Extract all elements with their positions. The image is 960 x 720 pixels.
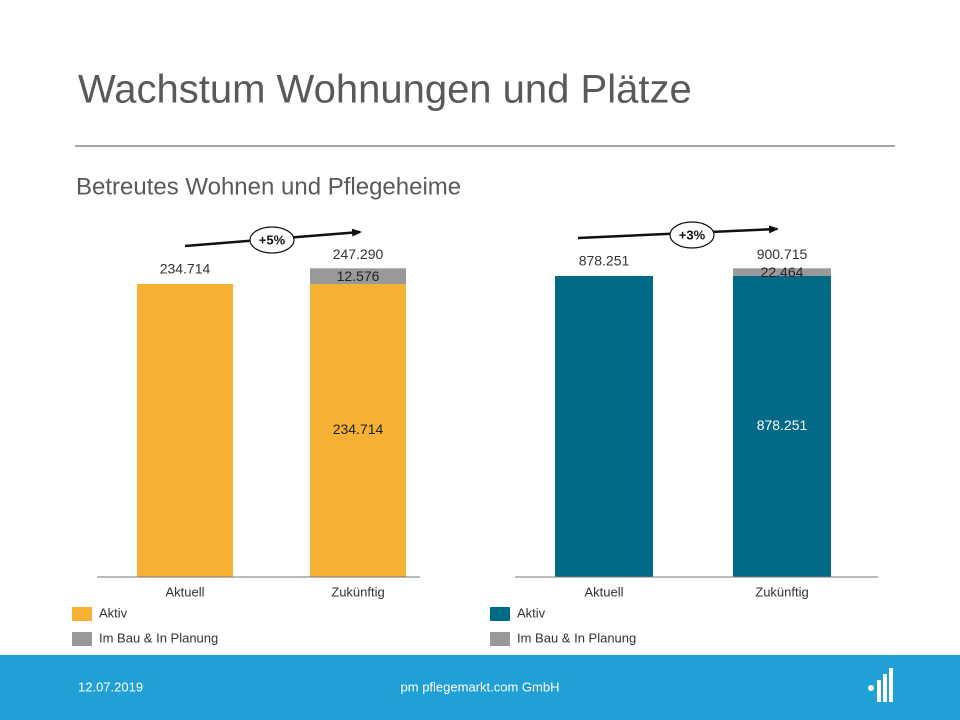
- legend-label: Aktiv: [517, 605, 546, 620]
- bar-segment: [310, 268, 406, 285]
- legend-swatch: [72, 607, 92, 621]
- value-label: 234.714: [160, 261, 211, 277]
- legend-swatch: [490, 607, 510, 621]
- value-label: 878.251: [757, 417, 808, 433]
- growth-label: +3%: [679, 227, 706, 242]
- growth-label: +5%: [259, 232, 286, 247]
- logo: [868, 668, 893, 702]
- total-label: 900.715: [757, 246, 808, 262]
- x-tick-label: Aktuell: [584, 584, 623, 599]
- legend-swatch: [490, 632, 510, 646]
- bar-segment: [733, 275, 831, 577]
- legend-swatch: [72, 632, 92, 646]
- growth-badge: [669, 221, 715, 249]
- bar-segment: [733, 268, 831, 276]
- growth-badge: [249, 226, 295, 254]
- value-label: 878.251: [579, 253, 630, 269]
- bar-segment: [555, 275, 653, 577]
- slide-title: Wachstum Wohnungen und Plätze: [78, 68, 692, 112]
- x-tick-label: Zukünftig: [331, 584, 384, 599]
- footer-date: 12.07.2019: [78, 679, 143, 694]
- bar-segment: [310, 284, 406, 577]
- legend-label: Im Bau & In Planung: [99, 630, 218, 645]
- x-tick-label: Zukünftig: [755, 584, 808, 599]
- slide-subtitle: Betreutes Wohnen und Pflegeheime: [76, 173, 461, 200]
- value-label: 12.576: [337, 268, 380, 284]
- footer-band: [0, 655, 960, 720]
- value-label: 234.714: [333, 421, 384, 437]
- bar-segment: [137, 284, 233, 577]
- footer-company: pm pflegemarkt.com GmbH: [401, 679, 560, 694]
- legend-label: Im Bau & In Planung: [517, 630, 636, 645]
- value-label: 22.464: [761, 264, 804, 280]
- x-tick-label: Aktuell: [165, 584, 204, 599]
- total-label: 247.290: [333, 246, 384, 262]
- legend-label: Aktiv: [99, 605, 128, 620]
